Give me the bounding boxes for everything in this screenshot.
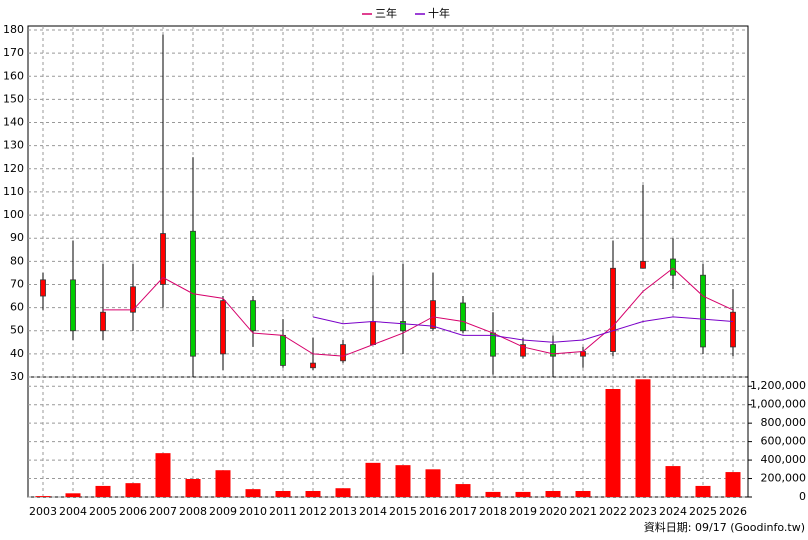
candle-body: [310, 362, 316, 369]
x-tick-label: 2023: [629, 505, 657, 518]
volume-bar: [425, 469, 441, 497]
volume-bar: [155, 453, 171, 497]
candle-body: [610, 267, 616, 352]
candle-body: [250, 300, 256, 332]
y-tick-label: 80: [10, 254, 24, 267]
candle-body: [550, 344, 556, 357]
candle-body: [700, 274, 706, 348]
candle-body: [100, 311, 106, 332]
legend-label: 三年: [375, 6, 397, 20]
candle-body: [400, 321, 406, 332]
y-tick-label: 70: [10, 277, 24, 290]
x-tick-label: 2022: [599, 505, 627, 518]
x-tick-label: 2007: [149, 505, 177, 518]
volume-bar: [545, 491, 561, 497]
candle-body: [130, 286, 136, 313]
y2-tick-label: 200,000: [761, 472, 807, 485]
volume-bar: [125, 483, 141, 497]
x-tick-label: 2006: [119, 505, 147, 518]
candle-body: [70, 279, 76, 332]
y2-tick-label: 1,000,000: [750, 398, 806, 411]
volume-bar: [395, 465, 411, 497]
candle-body: [430, 300, 436, 329]
volume-bar: [575, 491, 591, 497]
candle-body: [520, 344, 526, 357]
line-series: [312, 316, 734, 343]
y-tick-label: 160: [3, 69, 24, 82]
candle-body: [730, 311, 736, 348]
volume-bar: [515, 491, 531, 497]
x-tick-label: 2004: [59, 505, 87, 518]
x-tick-label: 2019: [509, 505, 537, 518]
volume-bar: [245, 489, 261, 497]
volume-bar: [275, 491, 291, 497]
volume-bar: [65, 493, 81, 497]
x-tick-label: 2011: [269, 505, 297, 518]
candle-body: [340, 344, 346, 362]
candle-body: [160, 233, 166, 285]
volume-bar: [335, 488, 351, 497]
y-tick-label: 120: [3, 162, 24, 175]
volume-bar: [725, 472, 741, 497]
volume-bar: [635, 379, 651, 497]
y-tick-label: 110: [3, 185, 24, 198]
y-tick-label: 100: [3, 208, 24, 221]
x-tick-label: 2026: [719, 505, 747, 518]
y-tick-label: 30: [10, 370, 24, 383]
x-tick-label: 2021: [569, 505, 597, 518]
candle-body: [670, 258, 676, 276]
y-tick-label: 180: [3, 23, 24, 36]
candle-body: [370, 321, 376, 346]
candle-body: [490, 332, 496, 357]
volume-bar: [665, 466, 681, 497]
x-tick-label: 2016: [419, 505, 447, 518]
y-tick-label: 40: [10, 347, 24, 360]
x-tick-label: 2010: [239, 505, 267, 518]
volume-bar: [305, 491, 321, 497]
x-tick-label: 2017: [449, 505, 477, 518]
y2-tick-label: 400,000: [761, 453, 807, 466]
y-tick-label: 140: [3, 116, 24, 129]
volume-bar: [605, 389, 621, 497]
y2-tick-label: 1,200,000: [750, 379, 806, 392]
volume-bar: [35, 496, 51, 497]
volume-bar: [215, 470, 231, 497]
x-tick-label: 2003: [29, 505, 57, 518]
y-tick-label: 130: [3, 139, 24, 152]
volume-bar: [95, 485, 111, 497]
candle-body: [220, 300, 226, 355]
y2-tick-label: 800,000: [761, 416, 807, 429]
y-tick-label: 170: [3, 46, 24, 59]
x-tick-label: 2005: [89, 505, 117, 518]
volume-bar: [695, 485, 711, 497]
volume-bar: [485, 491, 501, 497]
x-tick-label: 2018: [479, 505, 507, 518]
y-tick-label: 60: [10, 301, 24, 314]
candle-body: [460, 302, 466, 332]
volume-bar: [455, 484, 471, 497]
x-tick-label: 2014: [359, 505, 387, 518]
x-tick-label: 2013: [329, 505, 357, 518]
x-tick-label: 2012: [299, 505, 327, 518]
y-tick-label: 90: [10, 231, 24, 244]
candle-body: [40, 279, 46, 297]
volume-bar: [185, 479, 201, 497]
y2-tick-label: 600,000: [761, 435, 807, 448]
x-tick-label: 2020: [539, 505, 567, 518]
x-tick-label: 2025: [689, 505, 717, 518]
candle-body: [580, 351, 586, 357]
x-tick-label: 2024: [659, 505, 687, 518]
volume-bar: [365, 462, 381, 497]
x-tick-label: 2015: [389, 505, 417, 518]
footer-note: 資料日期: 09/17 (Goodinfo.tw): [644, 520, 805, 534]
y-tick-label: 150: [3, 92, 24, 105]
candle-body: [640, 260, 646, 269]
x-tick-label: 2009: [209, 505, 237, 518]
x-tick-label: 2008: [179, 505, 207, 518]
y2-tick-label: 0: [799, 490, 806, 503]
y-tick-label: 50: [10, 324, 24, 337]
candle-body: [280, 334, 286, 366]
legend-label: 十年: [428, 6, 450, 20]
